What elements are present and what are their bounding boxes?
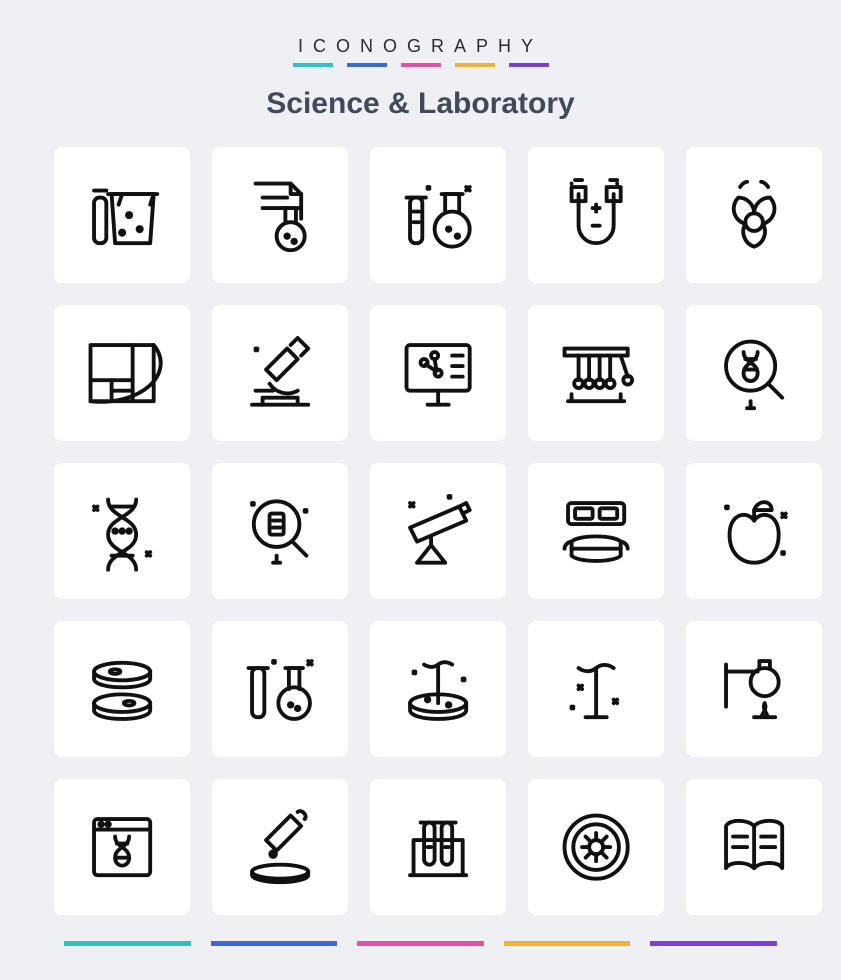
monitor-molecule-icon [396, 331, 480, 415]
top-color-bar [54, 63, 787, 67]
icon-magnet [528, 147, 664, 283]
bottom-swatch-1 [64, 941, 191, 946]
top-swatch-2 [347, 63, 387, 67]
icon-petri-stack [54, 621, 190, 757]
icon-dna-helix [54, 463, 190, 599]
bottom-swatch-3 [357, 941, 484, 946]
magnifier-generic-icon [238, 489, 322, 573]
magnifier-dna-icon [712, 331, 796, 415]
icon-tube-round-flask [212, 621, 348, 757]
icon-petri-virus [528, 779, 664, 915]
icon-stir-tool [528, 621, 664, 757]
petri-stir-icon [396, 647, 480, 731]
telescope-icon [396, 489, 480, 573]
icon-newton-cradle [528, 305, 664, 441]
top-swatch-3 [401, 63, 441, 67]
icon-apple [686, 463, 822, 599]
petri-virus-icon [554, 805, 638, 889]
top-swatch-1 [293, 63, 333, 67]
bottom-swatch-2 [211, 941, 338, 946]
brand-label: ICONOGRAPHY [54, 36, 787, 57]
bottom-swatch-4 [504, 941, 631, 946]
icon-dropper-dish [212, 779, 348, 915]
golden-ratio-icon [80, 331, 164, 415]
dna-sheet-icon [80, 805, 164, 889]
magnet-icon [554, 173, 638, 257]
microscope-icon [238, 331, 322, 415]
icon-beaker-tube [54, 147, 190, 283]
petri-stack-icon [80, 647, 164, 731]
tube-flask-sparkle-icon [396, 173, 480, 257]
icon-dna-sheet [54, 779, 190, 915]
icon-flask-burner [686, 621, 822, 757]
icon-biohazard [686, 147, 822, 283]
flask-burner-icon [712, 647, 796, 731]
document-flask-icon [238, 173, 322, 257]
icon-microscope [212, 305, 348, 441]
dna-helix-icon [80, 489, 164, 573]
icon-grid [54, 147, 787, 915]
icon-magnifier-dna [686, 305, 822, 441]
biohazard-icon [712, 173, 796, 257]
top-swatch-5 [509, 63, 549, 67]
open-book-icon [712, 805, 796, 889]
tube-round-flask-icon [238, 647, 322, 731]
icon-safety-gear [528, 463, 664, 599]
icon-telescope [370, 463, 506, 599]
top-swatch-4 [455, 63, 495, 67]
beaker-tube-icon [80, 173, 164, 257]
icon-tube-flask-sparkle [370, 147, 506, 283]
safety-gear-icon [554, 489, 638, 573]
icon-document-flask [212, 147, 348, 283]
page-title: Science & Laboratory [54, 87, 787, 121]
icon-golden-ratio [54, 305, 190, 441]
apple-icon [712, 489, 796, 573]
tube-rack-icon [396, 805, 480, 889]
dropper-dish-icon [238, 805, 322, 889]
newton-cradle-icon [554, 331, 638, 415]
stir-tool-icon [554, 647, 638, 731]
icon-open-book [686, 779, 822, 915]
bottom-color-bar [54, 941, 787, 946]
icon-magnifier-icon [212, 463, 348, 599]
icon-monitor-molecule [370, 305, 506, 441]
icon-tube-rack [370, 779, 506, 915]
bottom-swatch-5 [650, 941, 777, 946]
icon-petri-stir [370, 621, 506, 757]
